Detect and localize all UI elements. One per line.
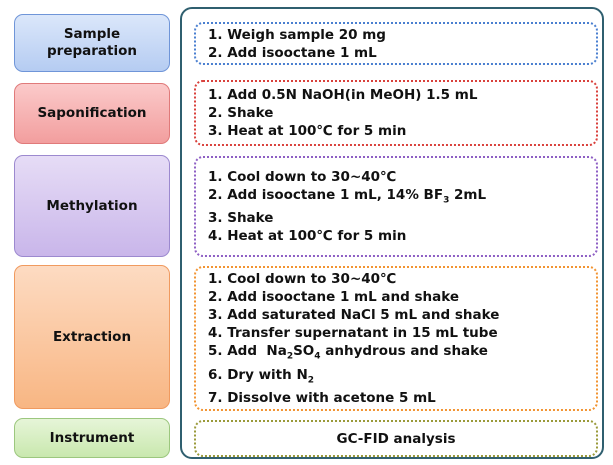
step-text: SO [293, 342, 315, 359]
step: 3. Heat at 100℃ for 5 min [208, 123, 407, 139]
step: 2. Shake [208, 105, 274, 121]
step: 6. Dry with N2 [208, 366, 596, 390]
stage-label: Saponification [14, 83, 170, 144]
steps-frame [180, 7, 604, 459]
step-box: 1. Add 0.5N NaOH(in MeOH) 1.5 mL 2. Shake… [194, 80, 598, 146]
step-text: 2. Add isooctane 1 mL, 14% BF [208, 186, 444, 203]
step: 4. Transfer supernatant in 15 mL tube [208, 324, 498, 341]
step: 2. Add isooctane 1 mL and shake [208, 288, 460, 305]
step: 1. Weigh sample 20 mg [208, 26, 386, 43]
step-box: 1. Cool down to 30~40℃ 2. Add isooctane 1… [194, 156, 598, 257]
stage-label: Extraction [14, 265, 170, 409]
step: 2. Add isooctane 1 mL [208, 44, 377, 61]
step: 3. Shake [208, 210, 274, 227]
subscript: 4 [314, 351, 321, 362]
step: 5. Add Na2SO4 anhydrous and shake [208, 342, 596, 366]
step: 4. Heat at 100℃ for 5 min [208, 228, 407, 245]
subscript: 3 [443, 195, 450, 206]
step: 7. Dissolve with acetone 5 mL [208, 390, 436, 407]
step-box: GC-FID analysis [194, 420, 598, 457]
step-text: 5. Add Na [208, 342, 287, 359]
step-box: 1. Weigh sample 20 mg 2. Add isooctane 1 … [194, 22, 598, 65]
step: GC-FID analysis [336, 430, 456, 447]
stage-label: Instrument [14, 418, 170, 458]
step: 1. Add 0.5N NaOH(in MeOH) 1.5 mL [208, 87, 478, 103]
step-text: 6. Dry with N [208, 366, 308, 383]
subscript: 2 [307, 375, 315, 386]
step: 2. Add isooctane 1 mL, 14% BF3 2mL [208, 186, 596, 210]
step: 1. Cool down to 30~40℃ [208, 270, 397, 287]
stage-label: Sample preparation [14, 14, 170, 72]
stage-label: Methylation [14, 155, 170, 257]
step: 1. Cool down to 30~40℃ [208, 168, 397, 185]
step-text: anhydrous and shake [320, 342, 488, 359]
subscript: 2 [286, 351, 294, 362]
step: 3. Add saturated NaCl 5 mL and shake [208, 306, 500, 323]
step-box: 1. Cool down to 30~40℃ 2. Add isooctane 1… [194, 266, 598, 411]
step-text: 2mL [449, 186, 487, 203]
